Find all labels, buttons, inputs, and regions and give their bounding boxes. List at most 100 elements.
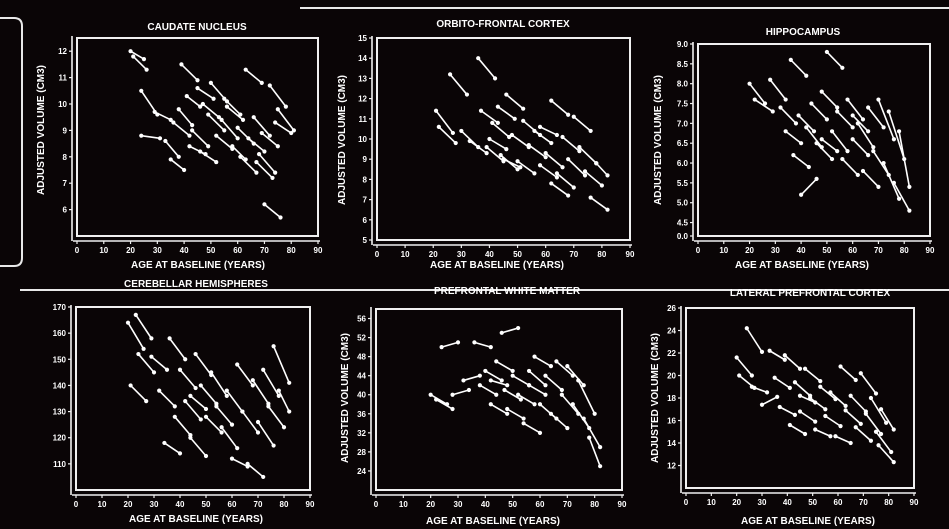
data-point [516,325,521,331]
data-point [581,383,586,388]
data-point [570,402,575,407]
data-point [537,402,543,407]
x-tick-label: 30 [454,500,463,509]
trajectory-line [590,196,608,211]
trajectory-line [463,374,481,382]
trajectory-line [277,108,295,131]
trajectory-line [231,145,247,161]
data-point [598,445,603,450]
y-tick-label: 8 [363,175,368,184]
data-point [549,140,554,146]
subject-trajectory [188,435,209,459]
data-point [179,62,184,67]
y-tick-label: 170 [53,303,67,312]
data-point [131,54,136,59]
subject-trajectory [814,141,835,162]
data-point [566,112,571,117]
data-point [863,411,868,416]
subject-trajectory [824,49,845,70]
trajectory-line [877,444,895,463]
trajectory-line [490,379,508,386]
trajectory-line [845,409,862,425]
subject-trajectory [823,413,843,429]
data-point [549,181,554,186]
trajectory-line [533,130,552,144]
data-point [796,113,801,118]
subject-trajectory [193,351,214,378]
data-point [518,165,523,170]
subject-trajectory [549,181,571,198]
subject-trajectory [804,125,824,150]
data-point [141,346,146,351]
y-axis-title: ADJUSTED VOLUME (CM3) [337,75,348,205]
trajectory-line [567,158,586,176]
data-point [168,117,173,122]
data-point [428,392,433,397]
y-tick-label: 13 [358,74,367,83]
trajectory-line [278,390,290,412]
data-point [582,173,588,178]
subject-trajectory [594,161,610,178]
data-point [860,168,866,174]
data-point [828,434,833,439]
data-point [224,104,230,109]
trajectory-line [539,126,558,136]
trajectory-line [435,398,453,410]
x-tick-label: 50 [822,246,831,255]
subject-trajectory [214,133,235,151]
data-point [266,404,271,409]
trajectory-line [205,416,223,434]
x-tick-label: 30 [457,250,466,259]
data-point [193,385,198,391]
data-point [206,144,211,149]
data-point [778,105,783,110]
data-point [876,184,881,189]
x-tick-label: 60 [233,246,242,255]
data-point [802,431,808,437]
subject-trajectory [131,54,149,72]
data-point [554,359,559,364]
data-point [775,394,780,399]
y-tick-label: 9 [363,155,368,164]
data-point [828,390,833,395]
data-point [587,435,592,440]
subject-trajectory [467,138,489,156]
data-point [868,438,874,443]
data-point [144,67,149,72]
trajectory-line [534,355,552,367]
data-point [271,344,276,349]
trajectory-line [528,144,547,158]
data-point [845,149,850,154]
data-point [177,367,183,372]
data-point [850,137,855,142]
subject-trajectory [246,136,267,154]
data-point [848,393,853,398]
data-point [526,383,532,388]
data-point [881,125,886,130]
subject-trajectory [167,336,188,362]
trajectory-line [430,394,448,405]
data-point [793,121,799,126]
data-point [515,159,520,164]
chart-panel-prefrontal-white-matter: PREFRONTAL WHITE MATTER ADJUSTED VOLUME … [340,286,581,527]
subject-trajectory [447,72,470,97]
subject-trajectory [209,370,229,398]
data-point [768,77,773,82]
data-point [518,397,523,402]
data-point [455,340,461,345]
chart-panel-hippocampus: HIPPOCAMPUS ADJUSTED VOLUME (CM3) AGE AT… [653,27,869,271]
subject-trajectory [200,101,222,120]
trajectory-line [172,121,190,137]
trajectory-line [774,377,791,389]
data-point [203,152,208,157]
data-point [139,88,144,93]
trajectory-line [154,111,172,121]
trajectory-line [561,394,579,415]
trajectory-line [799,410,816,423]
subject-trajectory [759,394,780,407]
subject-trajectory [488,402,510,416]
data-point [559,387,564,393]
data-point [182,167,187,173]
x-tick-label: 20 [426,500,435,509]
data-point [853,377,858,383]
